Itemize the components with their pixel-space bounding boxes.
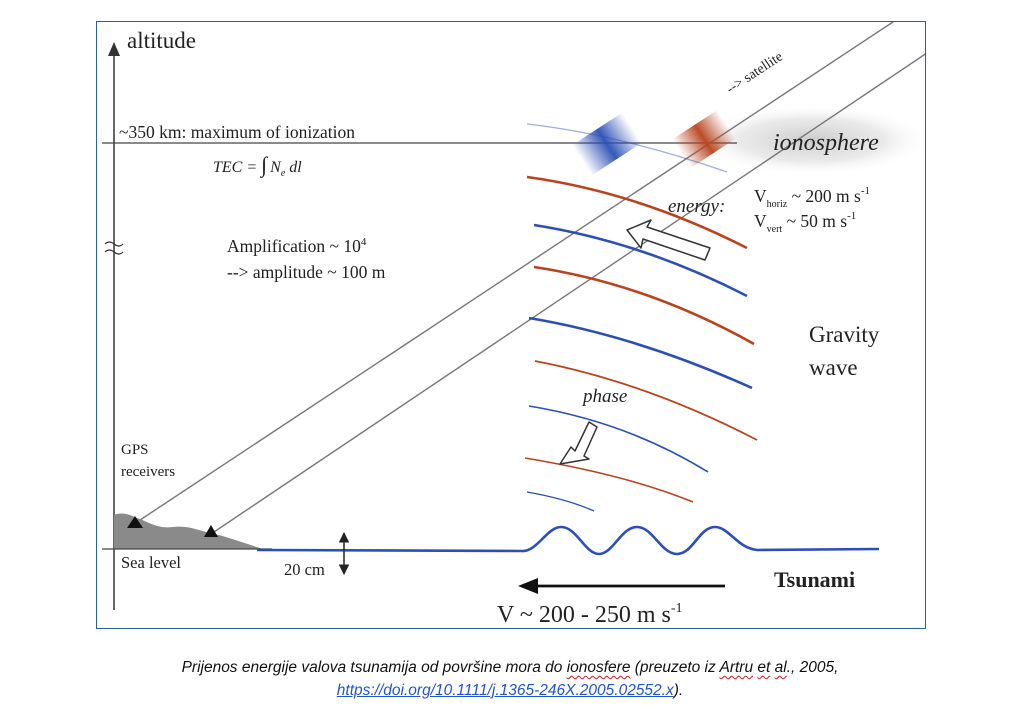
energy-label: energy: <box>668 196 725 217</box>
gps-receiver-icon <box>204 525 218 537</box>
caption-line-1: Prijenos energije valova tsunamija od po… <box>181 659 839 676</box>
gravity-wave-fronts <box>524 123 758 512</box>
land <box>114 513 263 549</box>
amplification-label: Amplification ~ 104 <box>227 236 367 256</box>
satellite-label: --> satellite <box>724 49 786 97</box>
v-horiz-label: Vhoriz ~ 200 m s-1 <box>754 185 870 210</box>
tsunami-wave-line <box>256 525 880 556</box>
ionosphere-blue-spot <box>572 112 642 176</box>
ionosphere-label: ionosphere <box>773 130 879 156</box>
wavefront-red-thin <box>524 457 694 503</box>
ionization-label: ~350 km: maximum of ionization <box>119 122 355 142</box>
wavefront-red-thin <box>534 360 758 441</box>
spellcheck-word: Artru <box>719 659 754 676</box>
wavefront-blue-faint <box>526 123 728 173</box>
spellcheck-word: al <box>774 659 787 676</box>
figure-caption: Prijenos energije valova tsunamija od po… <box>0 656 1020 702</box>
energy-arrow <box>626 219 711 261</box>
phase-arrow <box>559 421 598 465</box>
gps-receiver-icon <box>127 516 143 528</box>
wavefront-red <box>526 175 748 250</box>
tec-formula: TEC = ∫ Ne dl <box>213 152 302 179</box>
wavefront-blue <box>528 316 753 390</box>
gravity-wave-label-line1: Gravity <box>809 322 880 347</box>
wavefront-blue-thin <box>526 491 595 512</box>
amplitude-label: --> amplitude ~ 100 m <box>227 262 386 282</box>
sea-level-label: Sea level <box>121 553 181 572</box>
figure: altitude ~350 km: maximum of ionization … <box>96 21 926 629</box>
ionosphere-red-spot <box>672 110 736 168</box>
gps-receivers-label-line1: GPS <box>121 442 149 458</box>
wave-height-label: 20 cm <box>284 560 325 579</box>
v-vert-label: Vvert ~ 50 m s-1 <box>754 210 856 235</box>
gravity-wave-label-line2: wave <box>809 355 858 380</box>
spellcheck-word: ionosfere <box>566 659 631 676</box>
altitude-label: altitude <box>127 28 196 53</box>
gps-receivers-label-line2: receivers <box>121 464 175 480</box>
tsunami-direction-arrow <box>518 578 725 594</box>
ionosphere-glow <box>692 104 925 176</box>
wavefront-blue <box>533 223 748 298</box>
satellite-line-of-sight <box>133 22 925 535</box>
wavefront-red <box>533 265 755 346</box>
tsunami-label: Tsunami <box>774 567 855 592</box>
tsunami-ionosphere-diagram: altitude ~350 km: maximum of ionization … <box>102 22 925 628</box>
caption-line-2: https://doi.org/10.1111/j.1365-246X.2005… <box>336 682 684 699</box>
tsunami-speed-label: V ~ 200 - 250 m s-1 <box>497 601 683 628</box>
phase-label: phase <box>581 386 627 407</box>
spellcheck-word: et <box>757 659 771 676</box>
doi-link[interactable]: https://doi.org/10.1111/j.1365-246X.2005… <box>336 682 674 699</box>
wavefront-blue-thin <box>528 405 709 473</box>
